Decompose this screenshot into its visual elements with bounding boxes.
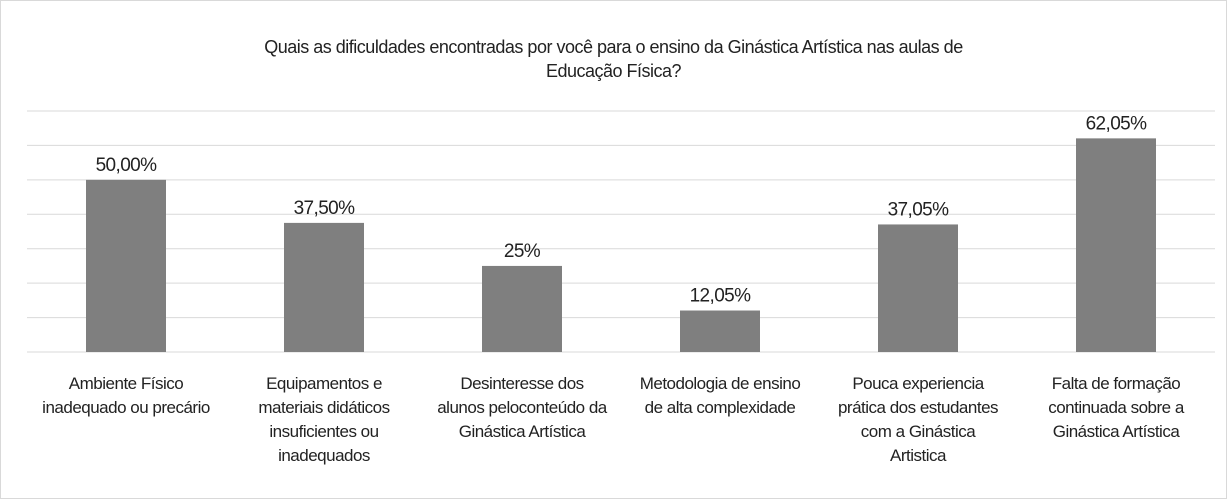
data-label: 37,05% [888, 199, 950, 220]
bar [284, 222, 364, 352]
bar [86, 179, 166, 352]
x-tick-label: Equipamentos e materiais didáticos insuf… [258, 374, 390, 465]
chart-title: Quais as dificuldades encontradas por vo… [264, 37, 963, 81]
data-label: 62,05% [1086, 113, 1148, 134]
x-tick-label: Ambiente Físico inadequado ou precário [42, 374, 210, 417]
bar [1076, 138, 1156, 352]
bar [878, 224, 958, 352]
x-tick-label: Desinteresse dos alunos peloconteúdo da … [437, 374, 607, 441]
data-label: 12,05% [690, 286, 752, 307]
data-label: 25% [504, 241, 541, 262]
x-tick-label: Pouca experiencia prática dos estudantes… [837, 374, 999, 465]
bar [680, 310, 760, 352]
data-label: 50,00% [96, 155, 158, 176]
data-label: 37,50% [294, 198, 356, 219]
x-tick-label: Falta de formação continuada sobre a Gin… [1048, 374, 1184, 441]
x-tick-label: Metodologia de ensino de alta complexida… [639, 374, 801, 417]
bar [482, 265, 562, 352]
